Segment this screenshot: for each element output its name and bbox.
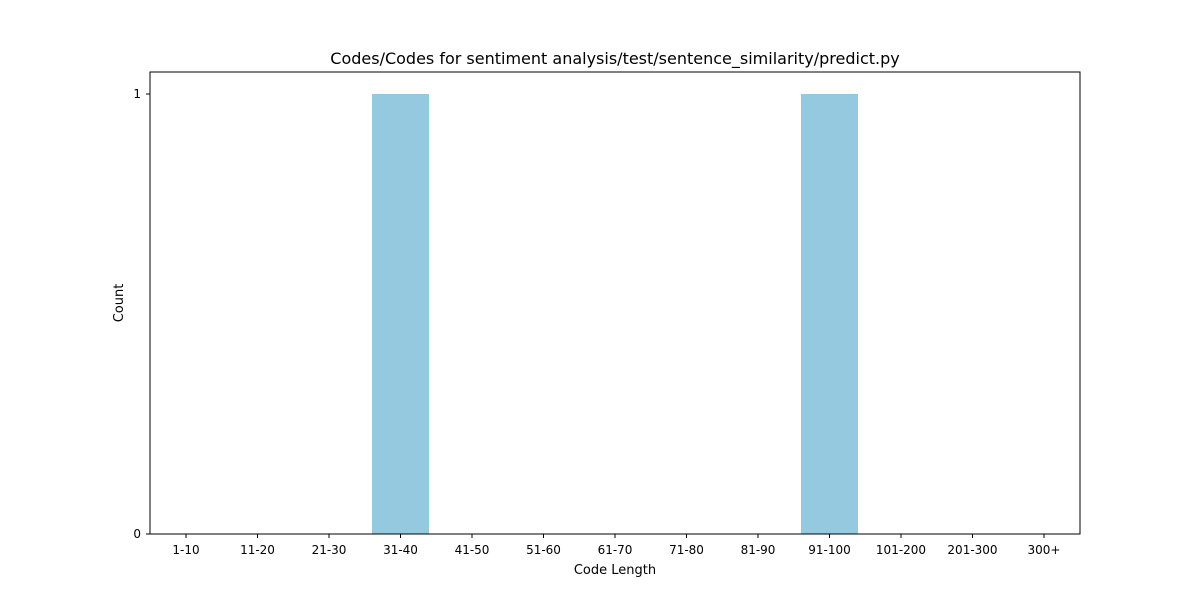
x-tick-label: 41-50 [455, 543, 490, 557]
x-tick-label: 51-60 [526, 543, 561, 557]
y-ticks-group: 01 [133, 87, 150, 541]
x-tick-label: 31-40 [383, 543, 418, 557]
x-tick-label: 300+ [1028, 543, 1061, 557]
x-tick-label: 101-200 [876, 543, 926, 557]
x-tick-label: 21-30 [312, 543, 347, 557]
bars-group [372, 94, 858, 534]
x-tick-label: 81-90 [741, 543, 776, 557]
x-tick-label: 11-20 [240, 543, 275, 557]
plot-background [150, 72, 1080, 534]
x-axis-label: Code Length [574, 563, 656, 578]
bar-91-100 [801, 94, 858, 534]
chart-title: Codes/Codes for sentiment analysis/test/… [330, 49, 899, 69]
x-tick-label: 71-80 [669, 543, 704, 557]
plot-frame [149, 71, 1081, 535]
x-tick-label: 61-70 [598, 543, 633, 557]
bar-31-40 [372, 94, 429, 534]
x-ticks-group: 1-10 11-20 21-30 31-40 41-50 51-60 61-70 71-80 8… [172, 534, 1060, 557]
x-tick-label: 1-10 [172, 543, 199, 557]
y-tick-label: 1 [133, 87, 141, 101]
y-axis-label: Count [112, 284, 127, 323]
x-tick-label: 91-100 [808, 543, 851, 557]
x-tick-label: 201-300 [947, 543, 997, 557]
y-tick-label: 0 [133, 527, 141, 541]
